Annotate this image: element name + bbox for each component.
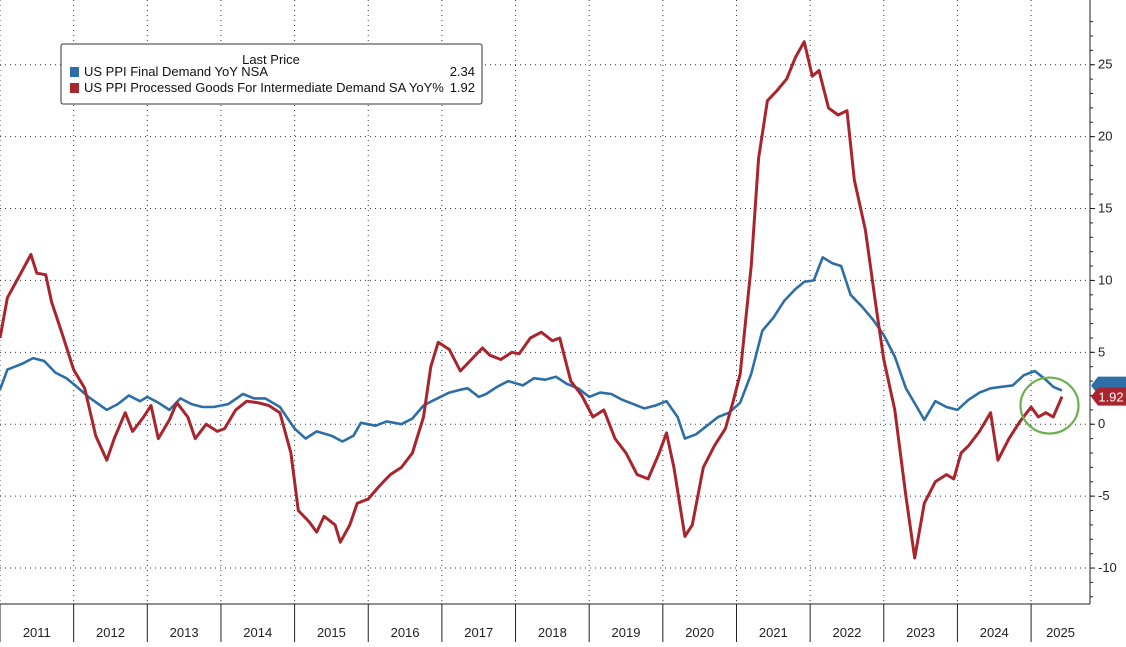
x-year-label: 2025	[1046, 625, 1075, 640]
series-line-1	[0, 256, 1063, 443]
series-lines	[0, 40, 1064, 560]
x-year-label: 2011	[23, 625, 51, 640]
legend-box	[60, 43, 483, 105]
y-tick-label: -5	[1098, 488, 1110, 503]
y-tick-label: -10	[1098, 560, 1117, 575]
series-line-2	[0, 40, 1064, 560]
x-year-label: 2014	[243, 625, 272, 640]
y-tick-label: 5	[1098, 344, 1105, 359]
x-year-label: 2019	[612, 625, 641, 640]
legend-label-1: US PPI Final Demand YoY NSA	[84, 64, 268, 79]
highlight-circle	[1019, 376, 1080, 435]
y-tick-label: 20	[1098, 129, 1112, 144]
last-value-tag-bg	[1091, 387, 1126, 406]
annotations	[1019, 376, 1080, 435]
y-tick-label: 0	[1098, 416, 1105, 431]
y-tick-label: 25	[1098, 57, 1112, 72]
x-year-label: 2017	[464, 625, 493, 640]
legend-label-2: US PPI Processed Goods For Intermediate …	[84, 80, 444, 95]
legend-value-2: 1.92	[450, 80, 475, 95]
y-tick-label: 15	[1098, 201, 1112, 216]
legend-swatch-1	[70, 67, 79, 77]
last-value-text: 1.92	[1098, 390, 1123, 405]
x-year-label: 2016	[391, 625, 420, 640]
x-year-label: 2020	[685, 625, 714, 640]
legend-title: Last Price	[242, 52, 300, 67]
x-year-label: 2015	[317, 625, 346, 640]
x-year-label: 2021	[759, 625, 788, 640]
legend-value-1: 2.34	[450, 64, 475, 79]
x-year-label: 2012	[96, 625, 125, 640]
x-year-label: 2024	[980, 625, 1009, 640]
x-year-label: 2013	[170, 625, 199, 640]
x-year-label: 2018	[538, 625, 567, 640]
y-tick-label: 10	[1098, 272, 1112, 287]
legend-swatch-2	[70, 83, 79, 93]
x-year-label: 2023	[906, 625, 935, 640]
last-value-tag-2: 1.92	[1091, 387, 1126, 406]
last-value-labels: 1.92	[1091, 376, 1126, 406]
x-year-label: 2022	[832, 625, 861, 640]
